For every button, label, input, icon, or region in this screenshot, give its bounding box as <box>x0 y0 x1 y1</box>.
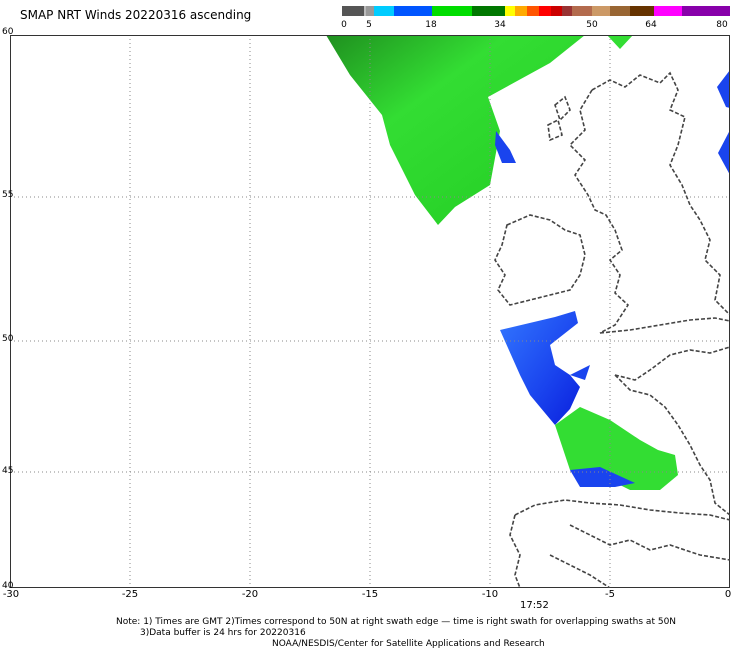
lon-label-minus-15: -15 <box>361 589 379 600</box>
coastlines <box>494 71 731 589</box>
colorbar-label-80: 80 <box>716 20 728 30</box>
note-line-2: 3)Data buffer is 24 hrs for 20220316 <box>140 628 306 638</box>
plot-frame <box>10 35 730 588</box>
colorbar-label-34: 34 <box>494 20 506 30</box>
colorbar-label-18: 18 <box>425 20 437 30</box>
lon-label-minus-10: -10 <box>481 589 499 600</box>
lat-lon-grid <box>10 35 730 588</box>
colorbar-label-64: 64 <box>645 20 657 30</box>
wind-swath-north <box>326 35 730 225</box>
map-plot-area <box>10 35 731 589</box>
note-line-1: Note: 1) Times are GMT 2)Times correspon… <box>116 617 677 627</box>
map-title: SMAP NRT Winds 20220316 ascending <box>20 8 252 22</box>
swath-time-label: 17:52 <box>520 600 549 611</box>
colorbar-label-5: 5 <box>366 20 372 30</box>
lat-label-60: 60 <box>2 27 14 37</box>
colorbar-label-50: 50 <box>586 20 598 30</box>
lat-label-50: 50 <box>2 334 14 344</box>
lon-label-minus-5: -5 <box>605 589 615 600</box>
lat-label-40: 40 <box>2 581 14 591</box>
colorbar-label-0: 0 <box>341 20 347 30</box>
lat-label-45: 45 <box>2 466 14 476</box>
lon-label-minus-25: -25 <box>121 589 139 600</box>
note-line-3: NOAA/NESDIS/Center for Satellite Applica… <box>272 639 545 649</box>
lat-label-55: 55 <box>2 190 14 200</box>
lon-label-minus-20: -20 <box>241 589 259 600</box>
lon-label-0: 0 <box>724 589 732 600</box>
wind-speed-colorbar <box>342 6 730 16</box>
wind-swath-biscay <box>500 311 678 490</box>
lon-label-minus-30: -30 <box>2 589 20 600</box>
